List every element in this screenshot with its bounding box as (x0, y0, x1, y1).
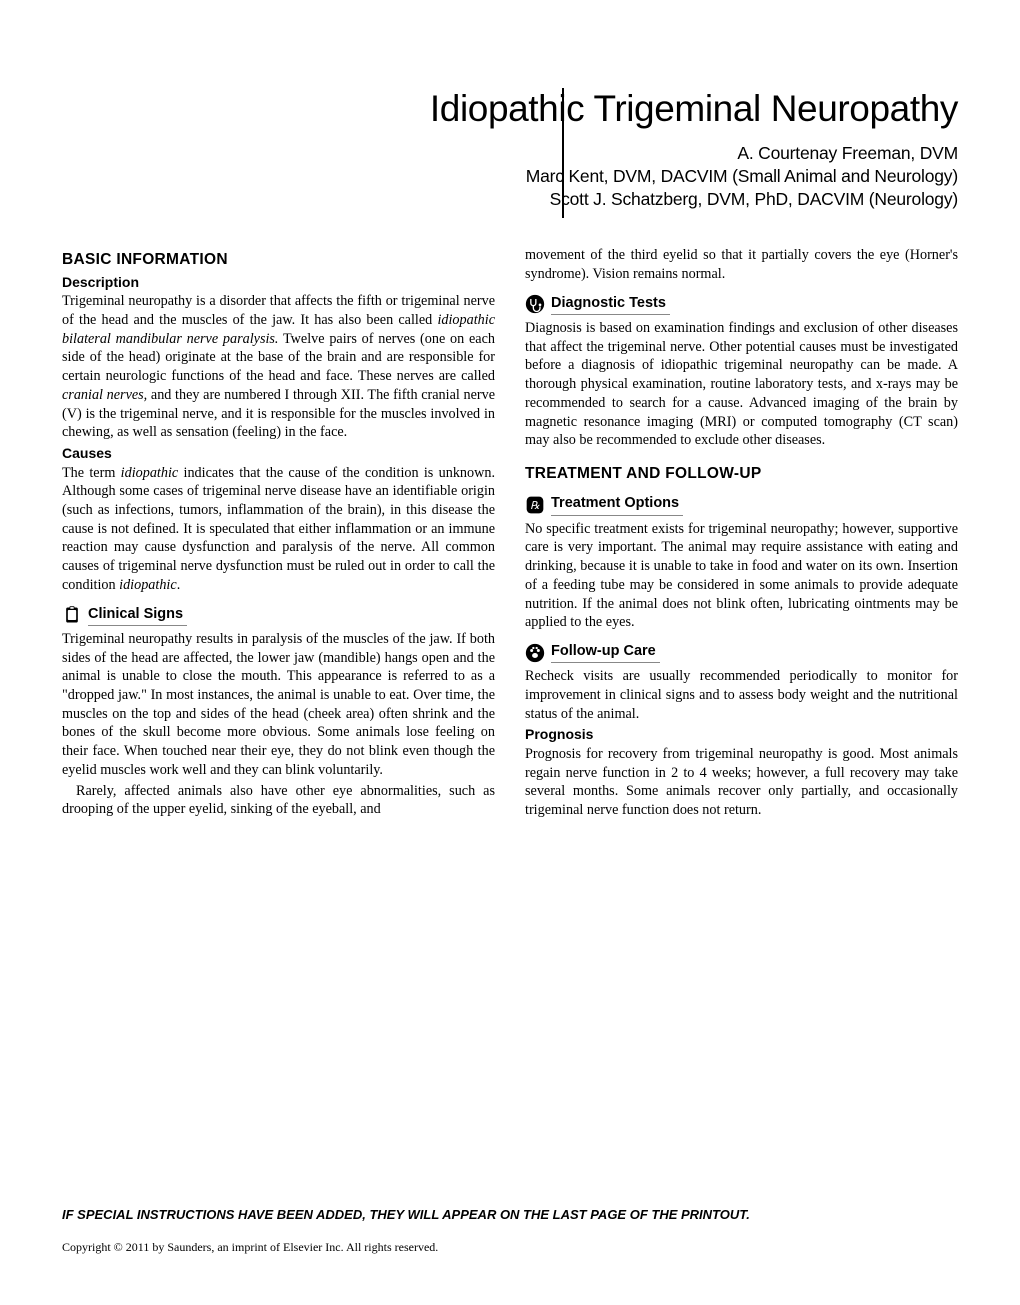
causes-body: The term idiopathic indicates that the c… (62, 464, 495, 595)
title-block: Idiopathic Trigeminal Neuropathy A. Cour… (62, 88, 958, 210)
prognosis-body: Prognosis for recovery from trigeminal n… (525, 745, 958, 820)
diagnostic-label: Diagnostic Tests (551, 294, 670, 315)
subhead-description: Description (62, 273, 495, 291)
authors: A. Courtenay Freeman, DVM Marc Kent, DVM… (62, 142, 958, 210)
author-line: Marc Kent, DVM, DACVIM (Small Animal and… (62, 165, 958, 188)
iconhead-clinical-signs: Clinical Signs (62, 605, 495, 626)
left-column: BASIC INFORMATION Description Trigeminal… (62, 246, 495, 821)
author-line: A. Courtenay Freeman, DVM (62, 142, 958, 165)
iconhead-treatment-options: ℞ Treatment Options (525, 494, 958, 515)
footer-note: IF SPECIAL INSTRUCTIONS HAVE BEEN ADDED,… (62, 1207, 958, 1222)
right-column: movement of the third eyelid so that it … (525, 246, 958, 821)
author-line: Scott J. Schatzberg, DVM, PhD, DACVIM (N… (62, 188, 958, 211)
vertical-rule (562, 88, 564, 218)
page-header: Idiopathic Trigeminal Neuropathy A. Cour… (62, 88, 958, 210)
clinical-p2: Rarely, affected animals also have other… (62, 782, 495, 819)
two-column-body: BASIC INFORMATION Description Trigeminal… (62, 246, 958, 821)
clinical-p1: Trigeminal neuropathy results in paralys… (62, 630, 495, 780)
iconhead-followup: Follow-up Care (525, 642, 958, 663)
paw-icon (525, 643, 545, 663)
followup-label: Follow-up Care (551, 642, 660, 663)
subhead-prognosis: Prognosis (525, 725, 958, 743)
clinical-signs-label: Clinical Signs (88, 605, 187, 626)
page-footer: IF SPECIAL INSTRUCTIONS HAVE BEEN ADDED,… (62, 1207, 958, 1255)
treatment-options-label: Treatment Options (551, 494, 683, 515)
clinical-p2-cont: movement of the third eyelid so that it … (525, 246, 958, 283)
section-treatment: TREATMENT AND FOLLOW-UP (525, 464, 958, 484)
stethoscope-icon (525, 294, 545, 314)
clipboard-icon (62, 605, 82, 625)
description-body: Trigeminal neuropathy is a disorder that… (62, 292, 495, 442)
iconhead-diagnostic: Diagnostic Tests (525, 294, 958, 315)
svg-text:℞: ℞ (530, 500, 540, 512)
copyright: Copyright © 2011 by Saunders, an imprint… (62, 1240, 958, 1255)
subhead-causes: Causes (62, 444, 495, 462)
rx-icon: ℞ (525, 495, 545, 515)
diagnostic-body: Diagnosis is based on examination findin… (525, 319, 958, 450)
followup-body: Recheck visits are usually recommended p… (525, 667, 958, 723)
treatment-options-body: No specific treatment exists for trigemi… (525, 520, 958, 632)
section-basic-info: BASIC INFORMATION (62, 250, 495, 270)
document-title: Idiopathic Trigeminal Neuropathy (62, 88, 958, 130)
